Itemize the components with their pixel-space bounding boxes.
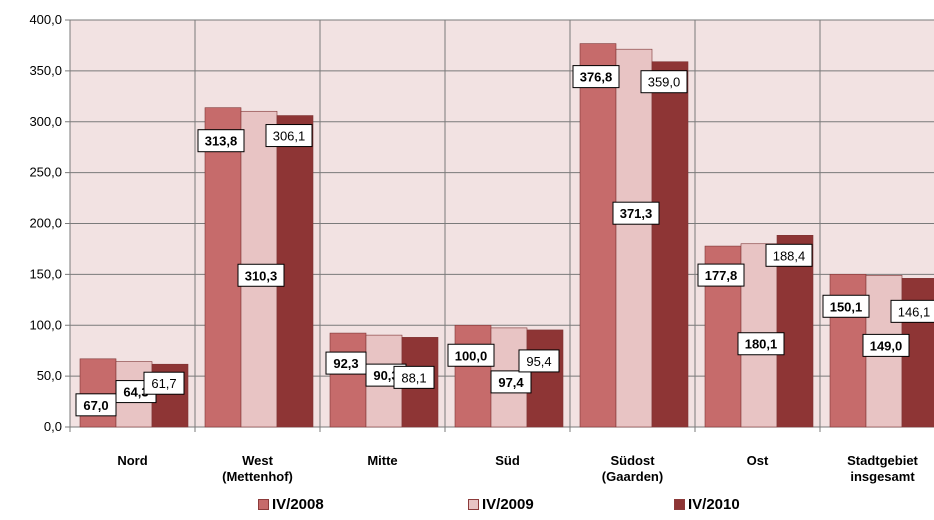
y-tick-label: 400,0	[29, 12, 62, 27]
y-tick-label: 50,0	[37, 368, 62, 383]
svg-text:306,1: 306,1	[273, 129, 306, 144]
data-label: 61,7	[143, 371, 185, 395]
x-tick-label: Ost	[747, 453, 769, 468]
svg-text:97,4: 97,4	[498, 375, 524, 390]
svg-text:149,0: 149,0	[870, 338, 903, 353]
data-label: 146,1	[890, 299, 934, 323]
svg-text:100,0: 100,0	[455, 348, 488, 363]
svg-text:310,3: 310,3	[245, 268, 278, 283]
bar-IV-2008-3	[454, 324, 492, 428]
x-tick-label: Nord	[117, 453, 147, 468]
svg-text:95,4: 95,4	[526, 354, 551, 369]
y-tick-label: 150,0	[29, 266, 62, 281]
data-label: 95,4	[518, 349, 560, 373]
x-axis: Nord West (Mettenhof) Mitte Süd Südost (Gaarde…	[117, 453, 918, 484]
bars	[79, 43, 934, 428]
svg-text:88,1: 88,1	[401, 370, 426, 385]
data-label: 376,8	[572, 65, 620, 89]
legend-label: IV/2010	[688, 496, 740, 513]
data-label: 100,0	[447, 343, 495, 367]
y-axis: 0,0 50,0 100,0 150,0 200,0 250,0 300,0 350,0 400…	[29, 12, 62, 434]
svg-text:180,1: 180,1	[745, 337, 778, 352]
x-tick-label: Süd	[495, 453, 520, 468]
svg-text:90,3: 90,3	[373, 368, 398, 383]
data-label: 310,3	[237, 263, 285, 287]
bar-IV-2008-1	[204, 107, 242, 428]
data-label: 97,4	[490, 370, 532, 394]
x-tick-label: West (Mettenhof)	[222, 453, 293, 484]
svg-text:146,1: 146,1	[898, 304, 931, 319]
svg-text:177,8: 177,8	[705, 268, 738, 283]
data-label: 150,1	[822, 294, 870, 318]
legend: IV/2008 IV/2009 IV/2010	[0, 496, 934, 520]
legend-swatch	[468, 499, 479, 510]
y-tick-label: 250,0	[29, 165, 62, 180]
data-label: 306,1	[265, 124, 313, 148]
svg-text:188,4: 188,4	[773, 248, 806, 263]
data-label: 92,3	[325, 351, 367, 375]
data-labels: 67,0 313,8 92,3 100,0 376,8 177,8 150,1 64,3 310…	[75, 65, 934, 417]
legend-item: IV/2010	[674, 496, 740, 513]
svg-text:92,3: 92,3	[333, 356, 358, 371]
svg-text:150,1: 150,1	[830, 299, 863, 314]
y-tick-label: 0,0	[44, 419, 62, 434]
bar-IV-2008-4	[579, 43, 617, 428]
x-tick-label: Stadtgebiet insgesamt	[847, 453, 918, 484]
legend-swatch	[258, 499, 269, 510]
y-tick-label: 350,0	[29, 63, 62, 78]
data-label: 149,0	[862, 333, 910, 357]
data-label: 180,1	[737, 332, 785, 356]
data-label: 359,0	[640, 70, 688, 94]
legend-item: IV/2008	[258, 496, 324, 513]
bar-IV-2008-2	[329, 332, 367, 428]
y-tick-label: 100,0	[29, 317, 62, 332]
legend-item: IV/2009	[468, 496, 534, 513]
data-label: 88,1	[393, 365, 435, 389]
data-label: 371,3	[612, 201, 660, 225]
data-label: 177,8	[697, 263, 745, 287]
svg-text:376,8: 376,8	[580, 70, 613, 85]
x-tick-label: Südost (Gaarden)	[602, 453, 663, 484]
bar-IV-2010-4	[651, 61, 689, 428]
bar-IV-2008-0	[79, 358, 117, 428]
bar-IV-2010-5	[776, 235, 814, 428]
data-label: 188,4	[765, 243, 813, 267]
bar-IV-2009-4	[615, 48, 653, 428]
data-label: 313,8	[197, 129, 245, 153]
svg-text:64,3: 64,3	[123, 385, 148, 400]
x-tick-label: Mitte	[367, 453, 397, 468]
y-tick-label: 200,0	[29, 216, 62, 231]
bar-IV-2010-3	[526, 329, 564, 428]
svg-text:313,8: 313,8	[205, 134, 238, 149]
legend-label: IV/2009	[482, 496, 534, 513]
svg-text:359,0: 359,0	[648, 75, 681, 90]
svg-text:61,7: 61,7	[151, 376, 176, 391]
legend-swatch	[674, 499, 685, 510]
y-tick-label: 300,0	[29, 114, 62, 129]
data-label: 67,0	[75, 393, 117, 417]
legend-label: IV/2008	[272, 496, 324, 513]
svg-text:67,0: 67,0	[83, 398, 108, 413]
svg-text:371,3: 371,3	[620, 206, 653, 221]
